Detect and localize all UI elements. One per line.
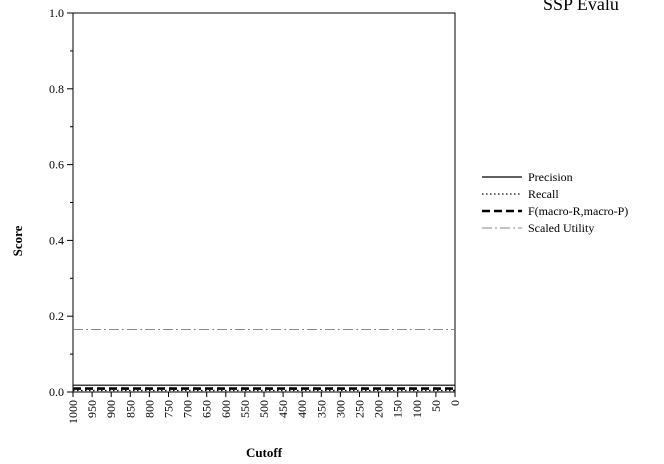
x-tick-label: 750 — [162, 400, 176, 418]
plot-border — [72, 12, 456, 393]
x-tick-label: 850 — [123, 400, 137, 418]
x-tick-label: 700 — [181, 400, 195, 418]
x-tick-label: 900 — [104, 400, 118, 418]
x-tick-label: 350 — [314, 400, 328, 418]
y-tick-label: 0.2 — [49, 309, 64, 323]
x-tick-label: 300 — [333, 400, 347, 418]
x-tick-label: 1000 — [66, 400, 80, 424]
legend-label: Recall — [528, 187, 559, 201]
x-tick-label: 50 — [429, 400, 443, 412]
x-tick-label: 400 — [295, 400, 309, 418]
x-tick-label: 450 — [276, 400, 290, 418]
x-tick-label: 950 — [85, 400, 99, 418]
chart-title: SSP Evalu — [543, 0, 619, 14]
series-lines — [73, 328, 455, 392]
plot-area — [72, 12, 456, 393]
legend-label: F(macro-R,macro-P) — [528, 204, 628, 218]
x-tick-label: 500 — [257, 400, 271, 418]
x-tick-label: 800 — [142, 400, 156, 418]
x-tick-label: 600 — [219, 400, 233, 418]
x-tick-label: 650 — [200, 400, 214, 418]
y-axis: 0.0 0.2 0.4 0.6 0.8 1.0 — [49, 6, 73, 399]
x-tick-label: 100 — [410, 400, 424, 418]
legend: Precision Recall F(macro-R,macro-P) Scaled … — [482, 170, 628, 235]
x-axis: 1000 950 900 850 800 750 700 650 600 550 500 450 400… — [66, 392, 462, 424]
x-tick-label: 0 — [448, 400, 462, 406]
y-axis-label: Score — [10, 225, 25, 256]
y-tick-label: 1.0 — [49, 6, 64, 20]
y-tick-label: 0.4 — [49, 233, 64, 247]
y-tick-label: 0.0 — [49, 385, 64, 399]
y-tick-label: 0.8 — [49, 82, 64, 96]
y-tick-label: 0.6 — [49, 158, 64, 172]
x-tick-label: 200 — [372, 400, 386, 418]
x-tick-label: 250 — [353, 400, 367, 418]
x-tick-label: 150 — [391, 400, 405, 418]
x-axis-label: Cutoff — [246, 445, 283, 460]
legend-label: Precision — [528, 170, 573, 184]
x-tick-label: 550 — [238, 400, 252, 418]
legend-label: Scaled Utility — [528, 221, 594, 235]
